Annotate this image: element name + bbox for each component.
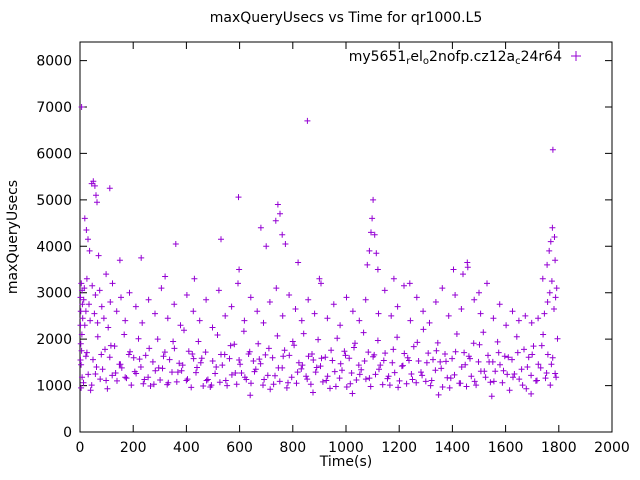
data-points bbox=[77, 104, 561, 400]
legend: my5651relo2nofp.cz12ac24r64 bbox=[349, 49, 581, 67]
scatter-points-path bbox=[77, 104, 561, 400]
x-tick-label: 1400 bbox=[435, 440, 471, 456]
y-tick-label: 7000 bbox=[36, 100, 72, 116]
legend-marker-icon bbox=[571, 51, 581, 61]
x-tick-label: 0 bbox=[76, 440, 85, 456]
x-tick-label: 1800 bbox=[541, 440, 577, 456]
x-axis-ticks: 0 200 400 600 800 1000 1200 1400 1600 1800 2000 bbox=[76, 42, 630, 456]
y-tick-label: 1000 bbox=[36, 379, 72, 395]
y-tick-label: 2000 bbox=[36, 332, 72, 348]
y-tick-label: 0 bbox=[63, 425, 72, 441]
x-tick-label: 1000 bbox=[328, 440, 364, 456]
y-tick-label: 8000 bbox=[36, 54, 72, 70]
y-tick-label: 5000 bbox=[36, 193, 72, 209]
chart-title: maxQueryUsecs vs Time for qr1000.L5 bbox=[210, 10, 483, 26]
y-tick-label: 3000 bbox=[36, 286, 72, 302]
x-tick-label: 600 bbox=[226, 440, 253, 456]
x-tick-label: 1600 bbox=[488, 440, 524, 456]
y-axis-label: maxQueryUsecs bbox=[5, 180, 21, 294]
x-tick-marks bbox=[79, 42, 613, 432]
x-tick-label: 200 bbox=[120, 440, 147, 456]
y-tick-label: 4000 bbox=[36, 239, 72, 255]
y-tick-label: 6000 bbox=[36, 146, 72, 162]
y-axis-ticks: 0 1000 2000 3000 4000 5000 6000 7000 8000 bbox=[36, 54, 612, 441]
plot-border bbox=[79, 41, 613, 433]
x-tick-label: 1200 bbox=[381, 440, 417, 456]
x-axis-label: Time(s) bbox=[319, 454, 372, 470]
x-tick-label: 400 bbox=[173, 440, 200, 456]
x-tick-label: 2000 bbox=[594, 440, 630, 456]
x-tick-label: 800 bbox=[279, 440, 306, 456]
y-tick-marks bbox=[80, 60, 612, 433]
legend-label: my5651relo2nofp.cz12ac24r64 bbox=[349, 49, 562, 67]
